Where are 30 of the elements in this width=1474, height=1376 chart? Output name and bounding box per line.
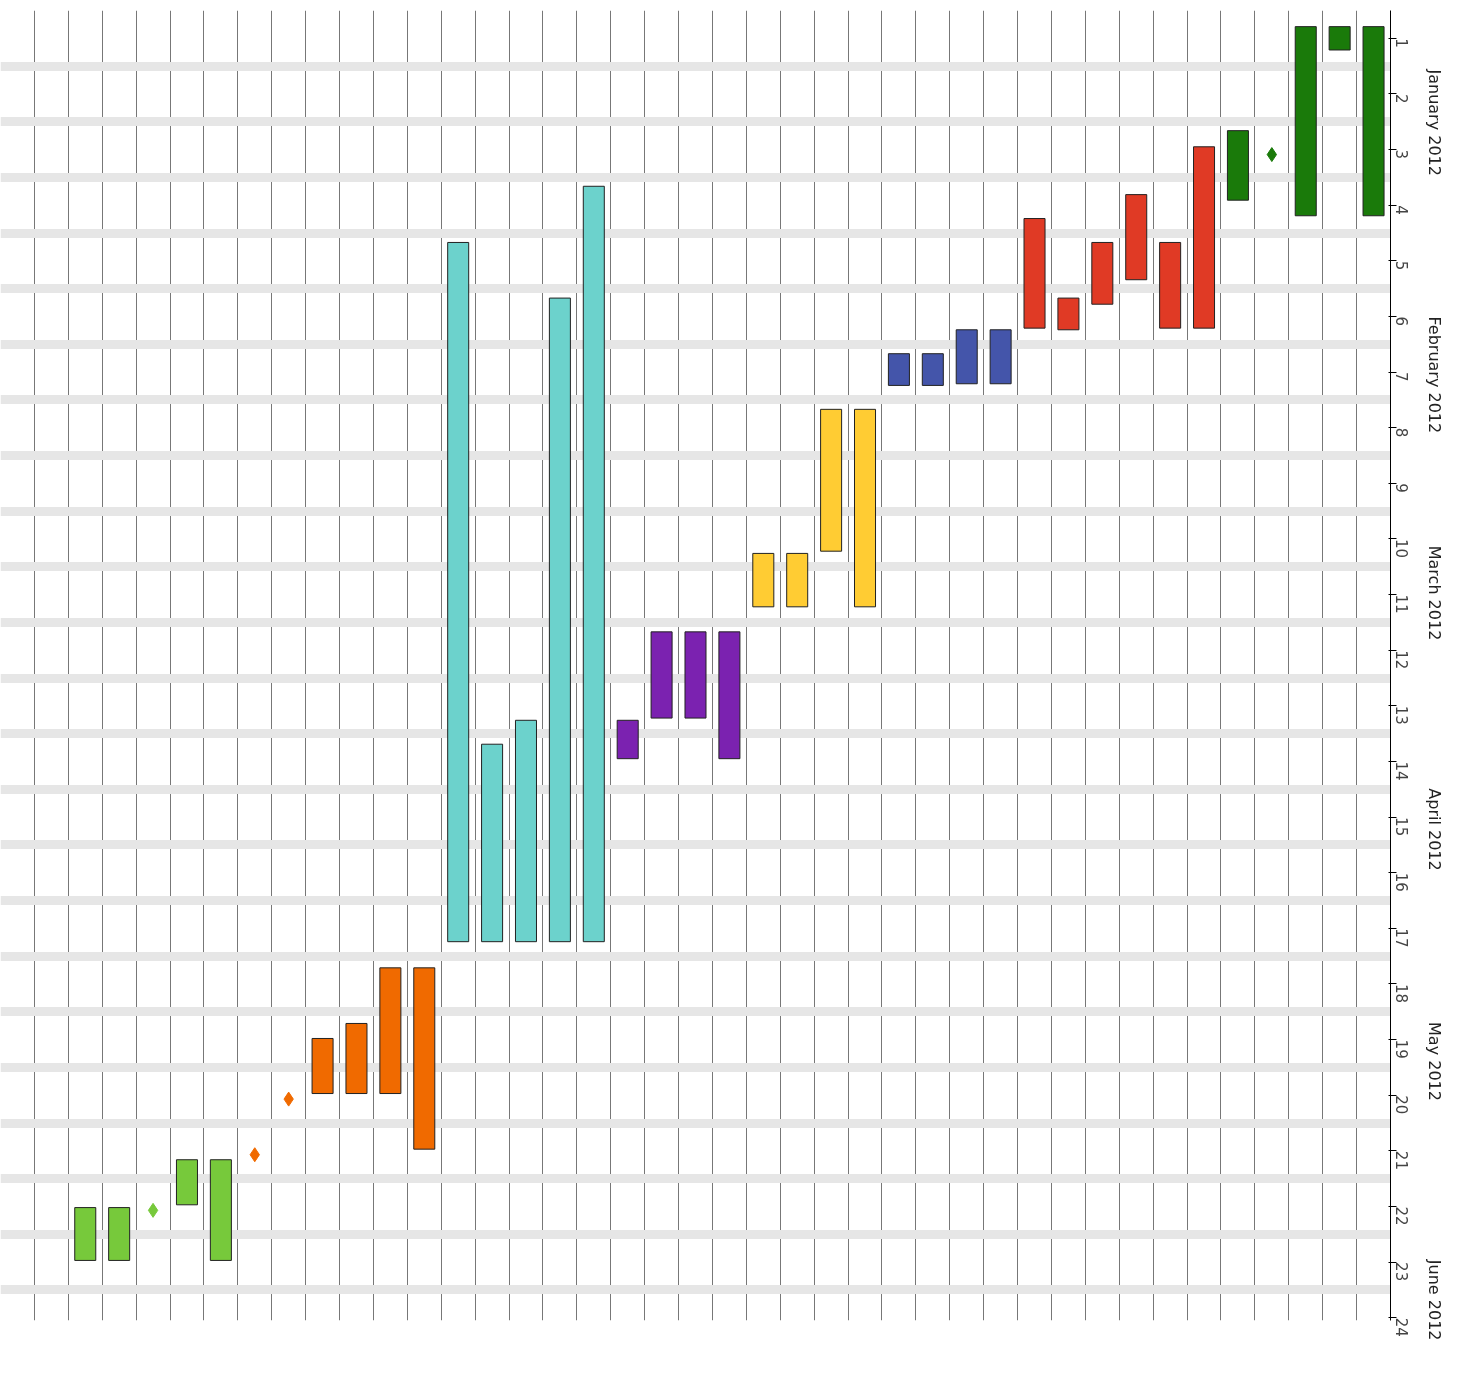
y-tick-label: 18 (1391, 983, 1410, 1004)
text: January 2012 (1425, 68, 1444, 176)
y-tick-label: 11 (1391, 594, 1410, 614)
y-tick-label: 13 (1391, 705, 1410, 725)
y-tick-label: 3 (1391, 149, 1410, 160)
text: June 2012 (1425, 1258, 1444, 1341)
text: March 2012 (1425, 545, 1444, 641)
y-tick-label: 7 (1391, 372, 1410, 382)
y-tick-label: 9 (1391, 483, 1410, 493)
y-tick-label: 4 (1391, 205, 1410, 215)
y-tick-label: 2 (1391, 93, 1410, 104)
y-tick-label: 19 (1391, 1039, 1410, 1059)
y-tick-label: 23 (1391, 1262, 1410, 1282)
y-tick-label: 12 (1391, 650, 1410, 670)
y-tick-label: 24 (1391, 1317, 1410, 1337)
y-tick-label: 17 (1391, 928, 1410, 948)
y-tick-label: 14 (1391, 761, 1410, 781)
text: April 2012 (1425, 788, 1444, 871)
y-tick-label: 6 (1391, 316, 1410, 326)
y-tick-label: 16 (1391, 872, 1410, 892)
y-tick-label: 15 (1391, 817, 1410, 837)
y-tick-label: 5 (1391, 260, 1410, 271)
y-tick-label: 22 (1391, 1206, 1410, 1226)
y-tick-label: 8 (1391, 427, 1410, 438)
y-tick-label: 20 (1391, 1095, 1410, 1115)
y-tick-label: 1 (1391, 38, 1410, 48)
y-tick-label: 21 (1391, 1150, 1410, 1170)
y-tick-label: 10 (1391, 538, 1410, 559)
text: May 2012 (1425, 1022, 1444, 1101)
text: February 2012 (1425, 316, 1444, 434)
